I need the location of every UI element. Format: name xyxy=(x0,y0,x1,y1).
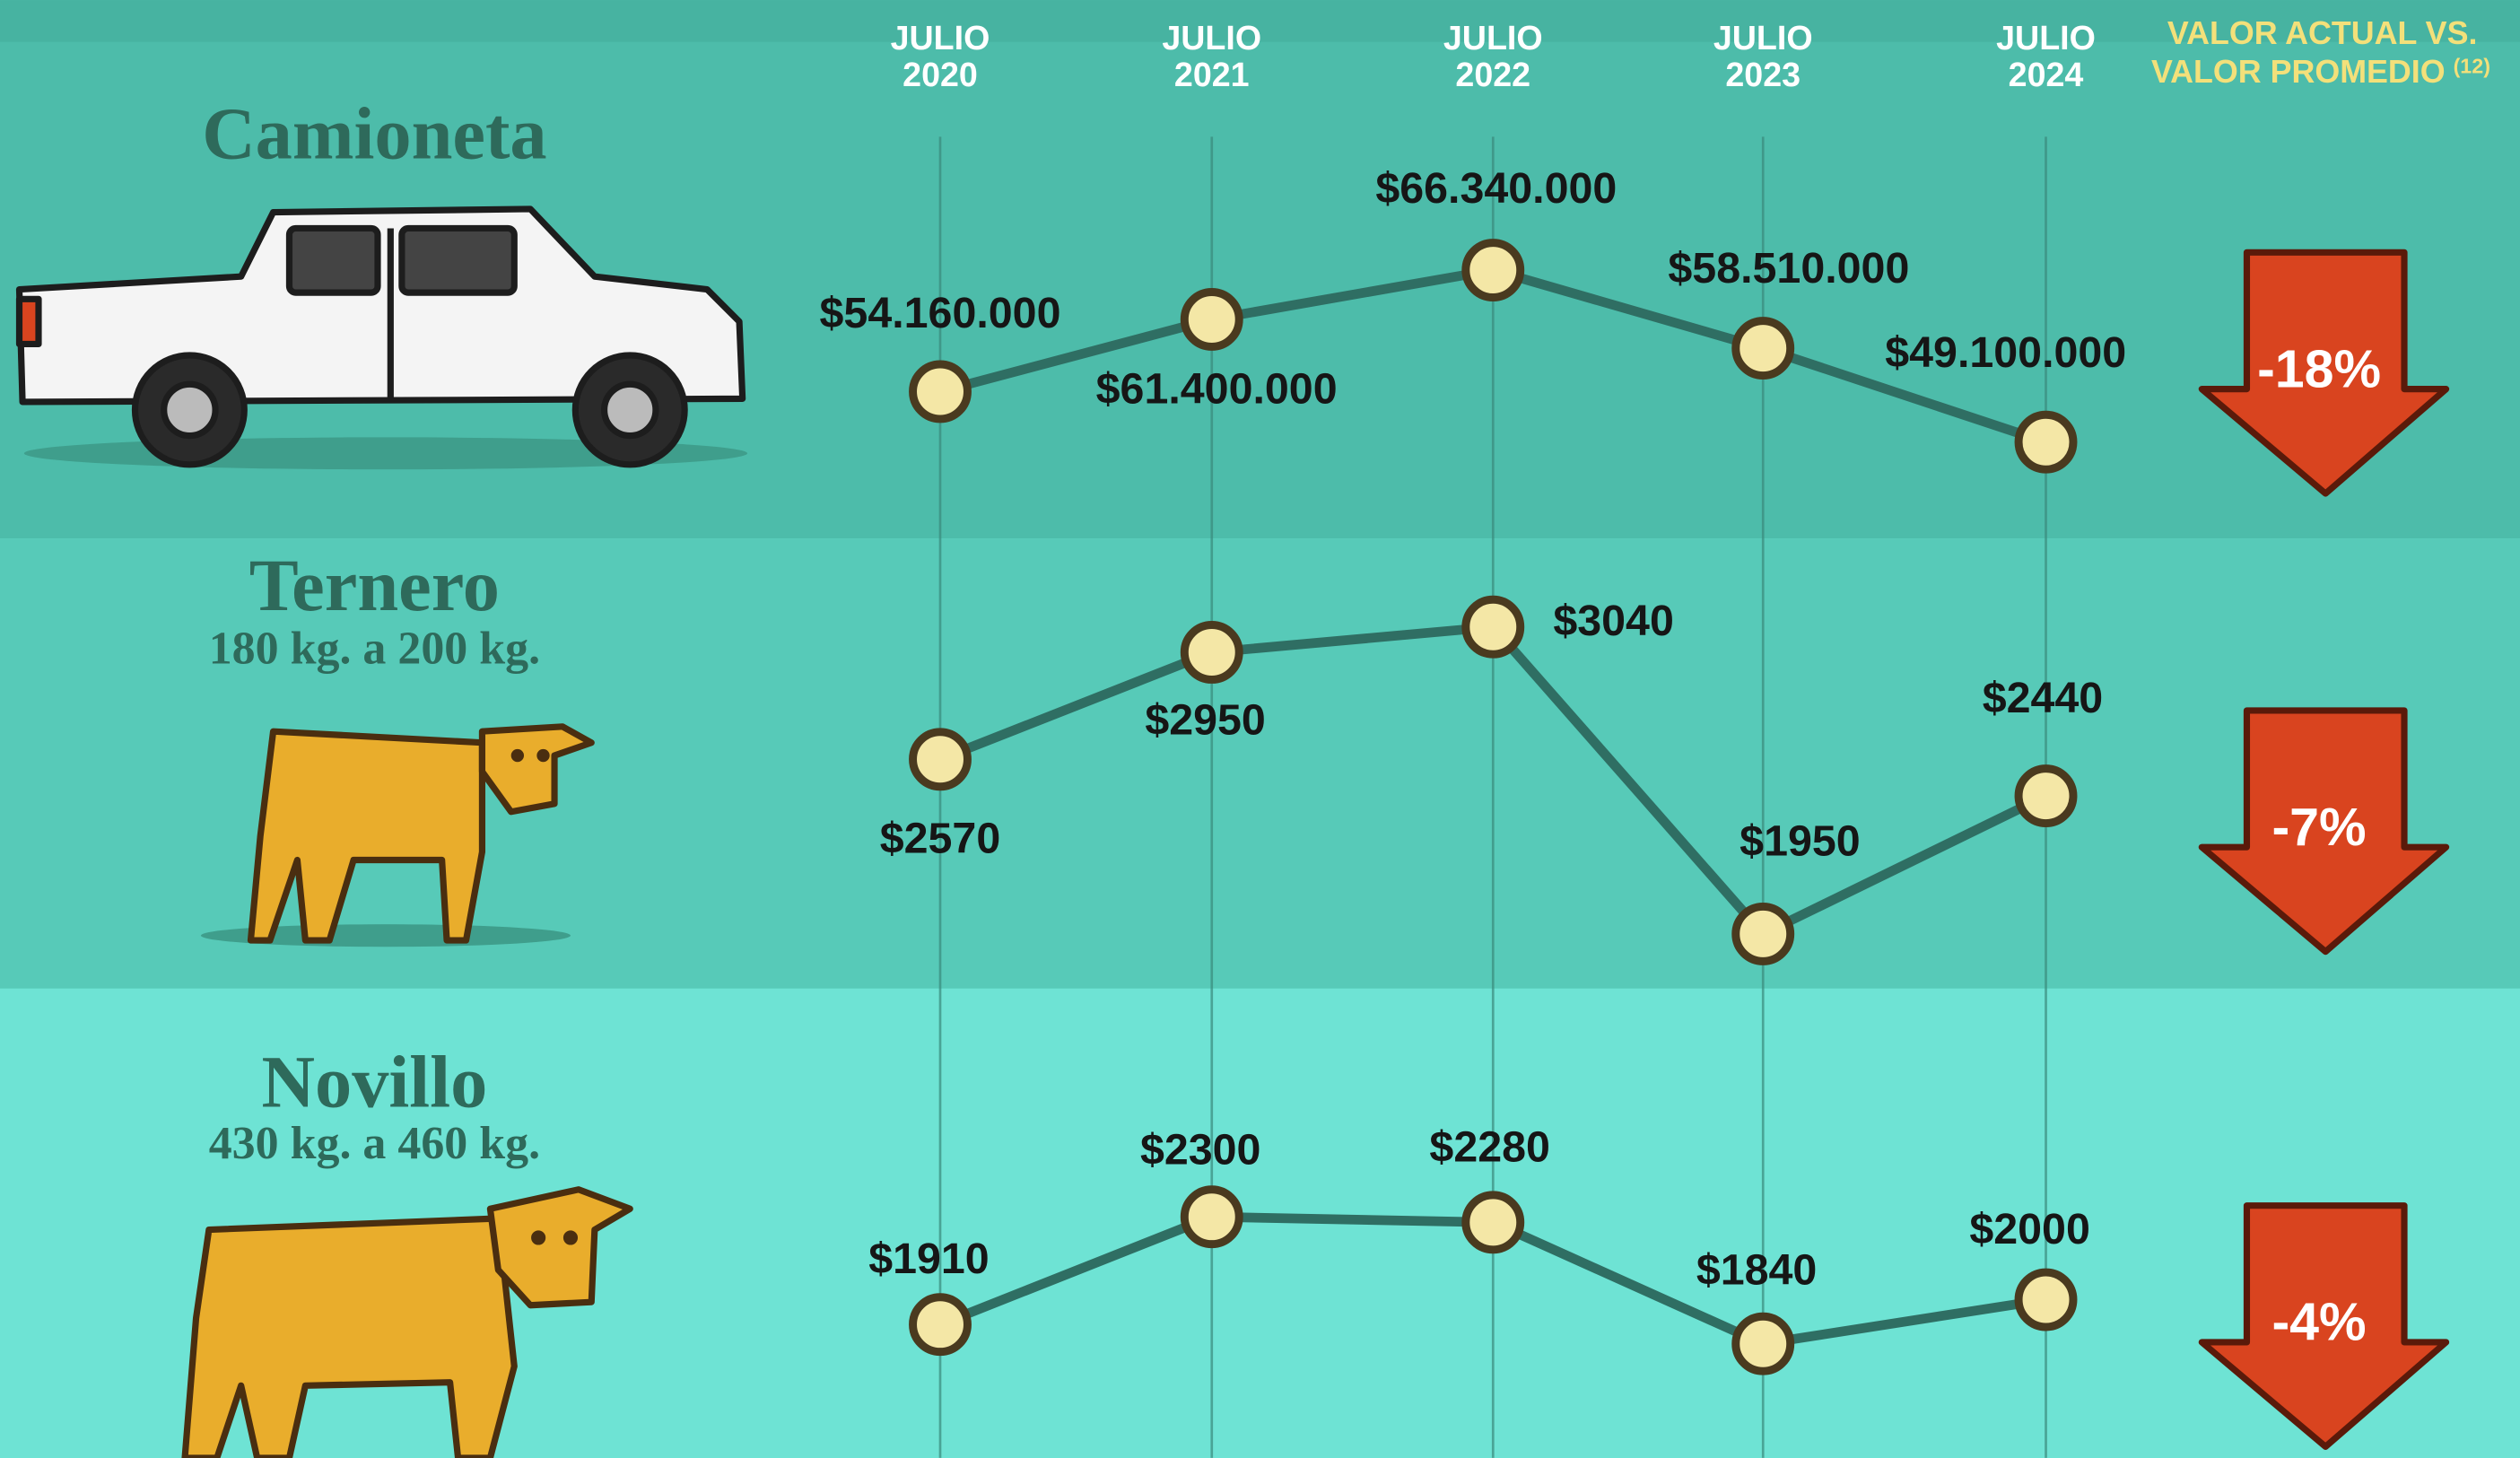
price-label: $66.340.000 xyxy=(1375,164,1617,213)
row-subtitle: 180 kg. a 200 kg. xyxy=(209,623,540,674)
header-year: 2021 xyxy=(1174,56,1250,93)
change-arrow xyxy=(2198,1202,2450,1450)
price-label: $2570 xyxy=(880,814,1000,862)
row-name: Novillo xyxy=(262,1042,488,1123)
price-label: $2950 xyxy=(1145,696,1265,745)
header-year: 2020 xyxy=(902,56,978,93)
row-name: Ternero xyxy=(249,545,500,626)
price-label: $3040 xyxy=(1553,597,1673,645)
header-note: (12) xyxy=(2454,54,2490,77)
price-label: $58.510.000 xyxy=(1668,244,1909,292)
price-point xyxy=(1180,288,1243,351)
price-point xyxy=(1461,595,1525,659)
header-comparison: VALOR ACTUAL VS. xyxy=(2167,15,2478,51)
header-month: JULIO xyxy=(891,19,990,57)
price-label: $1910 xyxy=(868,1235,989,1283)
price-label: $2300 xyxy=(1140,1125,1260,1174)
price-label: $2440 xyxy=(1983,674,2103,722)
price-label: $49.100.000 xyxy=(1885,328,2126,377)
price-label: $2280 xyxy=(1429,1123,1549,1172)
price-label: $2000 xyxy=(1969,1205,2089,1253)
header-year: 2023 xyxy=(1725,56,1801,93)
price-point xyxy=(909,1293,972,1357)
change-label: -4% xyxy=(2272,1292,2367,1352)
header-year: 2024 xyxy=(2009,56,2084,93)
change-arrow xyxy=(2198,249,2450,497)
header-comparison: VALOR PROMEDIO xyxy=(2151,54,2446,90)
price-point xyxy=(1731,317,1795,380)
price-point xyxy=(1731,1312,1795,1375)
price-label: $1950 xyxy=(1740,816,1860,865)
price-point xyxy=(1180,621,1243,684)
calf-illustration xyxy=(200,723,595,947)
header-year: 2022 xyxy=(1455,56,1530,93)
change-arrow xyxy=(2198,707,2450,956)
change-label: -18% xyxy=(2257,338,2381,398)
price-point xyxy=(1180,1185,1243,1249)
steer-illustration xyxy=(181,1186,633,1458)
price-point xyxy=(1731,902,1795,965)
change-label: -7% xyxy=(2272,797,2367,857)
price-point xyxy=(909,360,972,423)
truck-illustration xyxy=(15,205,748,470)
price-point xyxy=(1461,1191,1525,1254)
header-month: JULIO xyxy=(1996,19,2096,57)
header-month: JULIO xyxy=(1713,19,1813,57)
header-band xyxy=(0,0,2520,42)
row-name: Camioneta xyxy=(202,93,546,175)
price-point xyxy=(2014,410,2078,474)
price-label: $54.160.000 xyxy=(820,289,1061,337)
price-label: $1840 xyxy=(1696,1246,1817,1295)
header-month: JULIO xyxy=(1162,19,1261,57)
row-subtitle: 430 kg. a 460 kg. xyxy=(209,1118,540,1169)
price-label: $61.400.000 xyxy=(1096,364,1338,413)
header-month: JULIO xyxy=(1443,19,1543,57)
price-point xyxy=(909,728,972,791)
price-point xyxy=(2014,764,2078,828)
price-point xyxy=(1461,239,1525,301)
price-point xyxy=(2014,1268,2078,1331)
